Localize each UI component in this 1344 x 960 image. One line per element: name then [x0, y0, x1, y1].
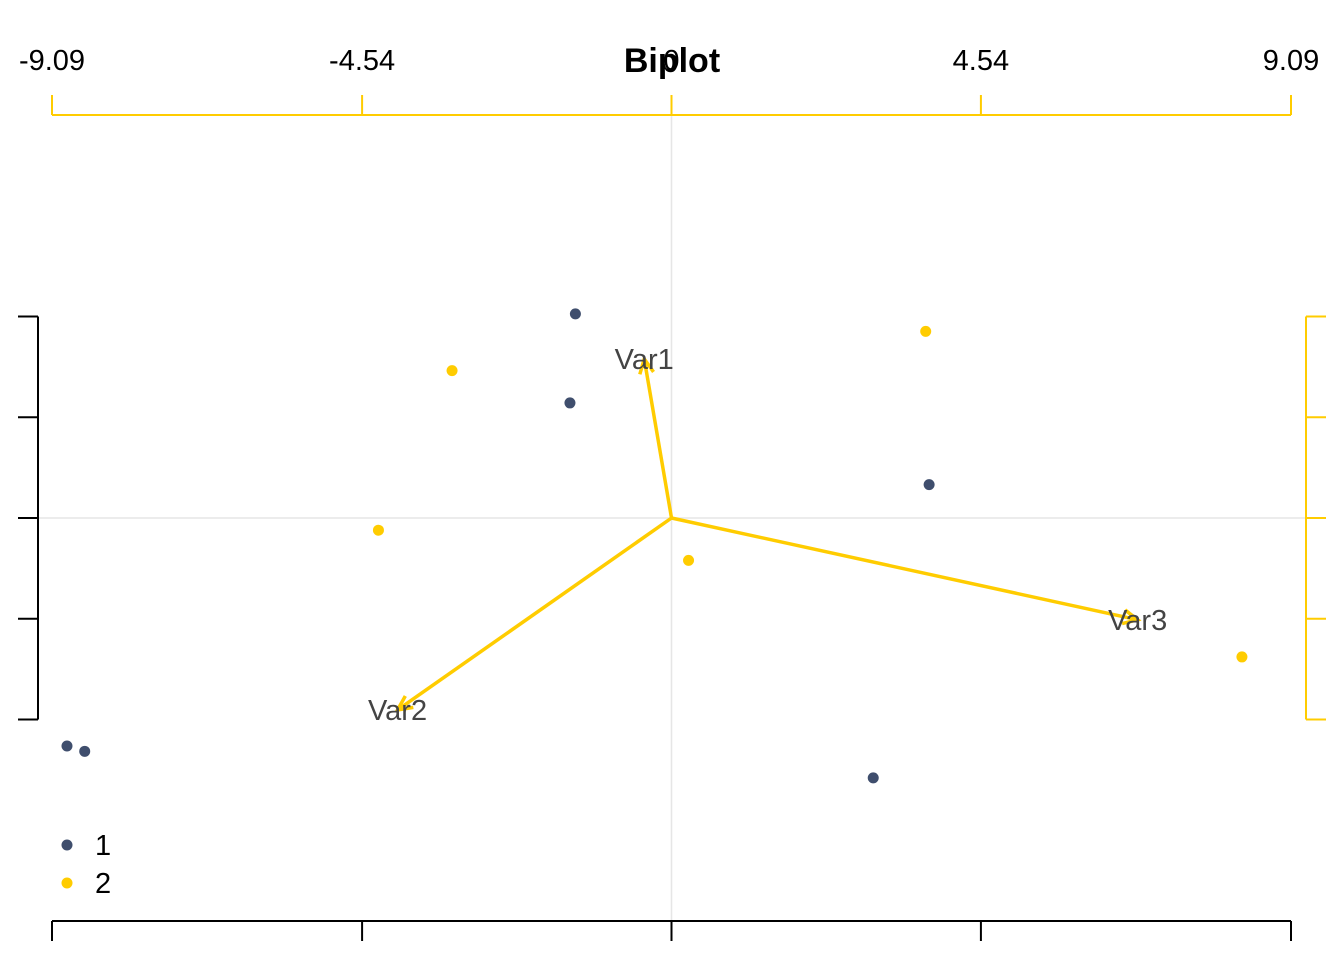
legend: 12	[61, 830, 111, 900]
point-group-1	[61, 740, 73, 752]
vector-var2-line	[396, 516, 673, 712]
vector-var2-arrowhead	[394, 695, 414, 713]
point-group-2	[683, 554, 695, 566]
bottom-axis	[51, 920, 1292, 941]
point-group-2	[446, 365, 458, 377]
point-group-1	[564, 397, 576, 409]
chart-title: Biplot	[624, 42, 720, 80]
right-axis	[1305, 315, 1326, 721]
point-group-1	[923, 479, 935, 491]
point-group-2	[1236, 651, 1248, 663]
top-axis: -9.09 -4.54 0 4.54 9.09	[19, 45, 1319, 116]
vector-var3-line	[671, 516, 1139, 622]
top-axis-tick-label: 9.09	[1263, 45, 1319, 77]
top-axis-tick-label: 0	[663, 45, 679, 77]
vector-var3-arrowhead	[1121, 608, 1142, 626]
variable-vectors: Var1 Var2 Var3	[368, 344, 1167, 727]
legend-swatch-2	[61, 877, 73, 889]
vector-label: Var3	[1108, 605, 1167, 637]
left-axis	[18, 315, 39, 721]
point-group-1	[79, 745, 91, 757]
vector-var1-line	[642, 358, 674, 519]
vector-var1-arrowhead	[638, 354, 655, 375]
legend-label: 1	[95, 830, 111, 862]
point-group-2	[920, 325, 932, 337]
vector-label: Var1	[615, 344, 674, 376]
top-axis-tick-label: 4.54	[953, 45, 1009, 77]
point-group-2	[372, 524, 384, 536]
data-points	[61, 308, 1248, 784]
point-group-1	[569, 308, 581, 320]
top-axis-tick-label: -9.09	[19, 45, 85, 77]
vector-label: Var2	[368, 695, 427, 727]
top-axis-tick-label: -4.54	[329, 45, 395, 77]
legend-label: 2	[95, 868, 111, 900]
legend-swatch-1	[61, 839, 73, 851]
point-group-1	[867, 772, 879, 784]
